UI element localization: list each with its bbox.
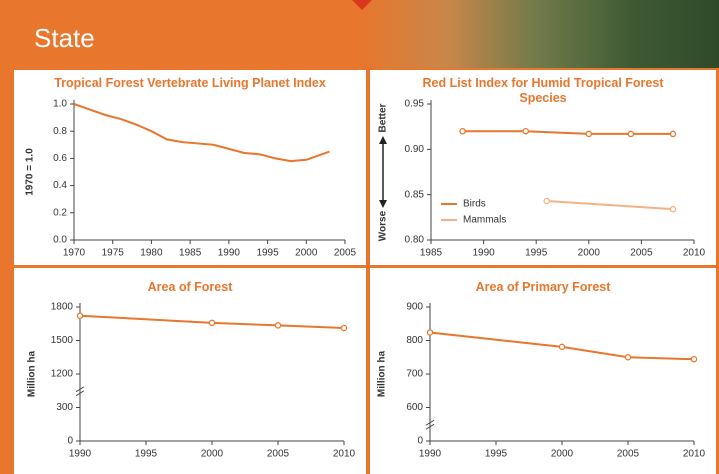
- x-tick-label: 1975: [102, 248, 125, 259]
- header-title: State: [34, 23, 95, 53]
- y-tick-label: 0.6: [53, 153, 67, 164]
- point: [624, 353, 632, 361]
- point: [459, 127, 466, 135]
- header-pointer: [352, 0, 372, 10]
- annotation: Worse: [378, 210, 389, 241]
- x-tick-label: 1995: [256, 248, 279, 259]
- header-band: [0, 0, 719, 68]
- y-tick-label: 0.90: [405, 144, 425, 155]
- chart-title-box: Red List Index for Humid Tropical Forest…: [422, 76, 664, 105]
- legend-label: Birds: [463, 199, 486, 210]
- y-tick-label: 1.0: [53, 99, 67, 110]
- line: [429, 331, 695, 361]
- x-tick-label: 1985: [179, 248, 202, 259]
- point: [669, 130, 677, 138]
- axis-break: [425, 419, 435, 426]
- point: [585, 130, 593, 138]
- y-tick-label: 0.85: [405, 189, 425, 200]
- x-tick-label: 2000: [295, 248, 318, 259]
- point: [426, 329, 434, 336]
- point: [669, 205, 677, 213]
- y-tick-label: 0.95: [405, 99, 425, 110]
- line: [73, 103, 330, 163]
- chart-title-box: Area of Primary Forest: [475, 280, 611, 294]
- x-tick-label: 1970: [63, 248, 86, 259]
- point: [522, 127, 529, 135]
- chart-title: Area of Forest: [147, 280, 233, 294]
- x-tick-label: 1985: [420, 248, 443, 259]
- y-tick-label: 1800: [51, 302, 74, 313]
- legend-label: Mammals: [463, 215, 506, 226]
- arrow-head: [379, 136, 387, 144]
- y-tick-label: 0.0: [53, 235, 67, 246]
- x-tick-label: 2000: [578, 248, 601, 259]
- y-axis-label: 1970 = 1.0: [25, 148, 36, 196]
- chart-title-box: Tropical Forest Vertebrate Living Planet…: [54, 76, 326, 90]
- y-tick-label: 900: [406, 302, 423, 313]
- y-tick-label: 0: [67, 436, 73, 447]
- panel: [370, 268, 716, 474]
- y-axis-label: Million ha: [27, 351, 38, 398]
- x-tick-label: 2000: [201, 449, 224, 460]
- y-tick-label: 1200: [51, 369, 74, 380]
- chart-title-box: Area of Forest: [147, 280, 233, 294]
- y-tick-label: 1500: [51, 335, 74, 346]
- y-axis-label: Million ha: [377, 351, 388, 398]
- y-tick-label: 0.4: [53, 180, 67, 191]
- y-tick-label: 0.80: [405, 235, 425, 246]
- point: [627, 130, 635, 138]
- y-tick-label: 300: [56, 402, 73, 413]
- side-tab: [0, 240, 14, 295]
- y-tick-label: 0.2: [53, 207, 67, 218]
- panel: [14, 268, 366, 474]
- chart-title: Area of Primary Forest: [475, 280, 611, 294]
- y-tick-label: 0: [417, 436, 423, 447]
- point: [543, 197, 550, 205]
- panel: [14, 70, 366, 265]
- x-tick-label: 2010: [683, 248, 706, 259]
- point: [558, 343, 566, 351]
- x-tick-label: 1990: [472, 248, 495, 259]
- x-tick-label: 1990: [218, 248, 241, 259]
- x-tick-label: 2005: [334, 248, 357, 259]
- x-tick-label: 1980: [140, 248, 163, 259]
- y-tick-label: 700: [406, 369, 423, 380]
- x-tick-label: 1990: [419, 449, 442, 460]
- point: [340, 324, 348, 332]
- y-tick-label: 800: [406, 335, 423, 346]
- y-tick-label: 600: [406, 402, 423, 413]
- panel: [370, 70, 716, 265]
- x-tick-label: 2005: [617, 449, 640, 460]
- x-tick-label: 2000: [551, 449, 574, 460]
- x-tick-label: 2010: [683, 449, 706, 460]
- point: [690, 356, 698, 363]
- x-tick-label: 1995: [485, 449, 508, 460]
- x-tick-label: 1995: [525, 248, 548, 259]
- x-tick-label: 2005: [267, 449, 290, 460]
- x-tick-label: 2005: [630, 248, 653, 259]
- point: [274, 322, 282, 329]
- y-tick-label: 0.8: [53, 126, 67, 137]
- chart-title: Red List Index for Humid Tropical Forest…: [422, 76, 664, 105]
- x-tick-label: 2010: [333, 449, 356, 460]
- point: [76, 312, 84, 319]
- line: [79, 314, 345, 329]
- arrow-head: [379, 200, 387, 208]
- line: [546, 200, 674, 211]
- axis-break: [75, 390, 85, 397]
- chart-title: Tropical Forest Vertebrate Living Planet…: [54, 76, 326, 90]
- axis-break: [75, 386, 85, 393]
- point: [208, 319, 216, 327]
- axis-break: [425, 423, 435, 430]
- x-tick-label: 1995: [135, 449, 158, 460]
- annotation: Better: [378, 103, 389, 132]
- x-tick-label: 1990: [69, 449, 92, 460]
